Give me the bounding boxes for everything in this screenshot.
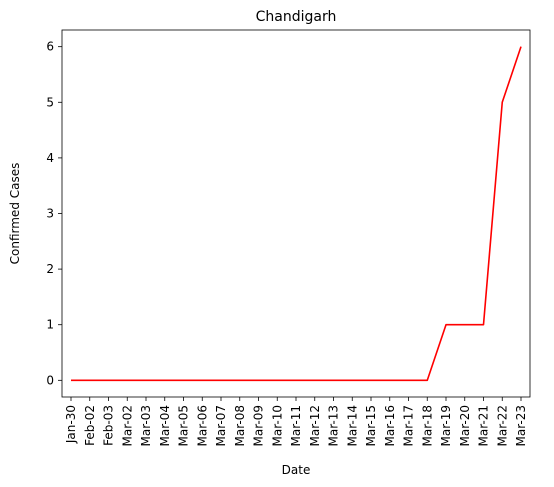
x-tick-label: Mar-16 xyxy=(383,405,397,446)
x-tick-label: Mar-04 xyxy=(158,405,172,446)
x-tick-label: Mar-08 xyxy=(233,405,247,446)
x-tick-label: Mar-22 xyxy=(495,405,509,446)
series-line xyxy=(71,46,522,382)
y-tick-label: 2 xyxy=(46,262,54,276)
x-tick-label: Jan-30 xyxy=(64,405,78,444)
x-axis-title: Date xyxy=(282,463,311,477)
x-tick-label: Mar-09 xyxy=(252,405,266,446)
x-tick-label: Mar-18 xyxy=(420,405,434,446)
x-tick-label: Mar-19 xyxy=(439,405,453,446)
x-tick-label: Mar-12 xyxy=(308,405,322,446)
x-tick-label: Mar-02 xyxy=(120,405,134,446)
x-tick-label: Mar-15 xyxy=(364,405,378,446)
x-tick-label: Feb-03 xyxy=(102,405,116,446)
x-tick-label: Mar-14 xyxy=(345,405,359,446)
y-tick-label: 1 xyxy=(46,318,54,332)
x-tick-label: Mar-17 xyxy=(402,405,416,446)
y-axis-title: Confirmed Cases xyxy=(8,163,22,265)
plot-area: 0 1 2 3 4 5 6 Jan-30 Feb-02 Feb-03 Mar-02 Mar-03 Mar… xyxy=(46,40,528,447)
chart-title: Chandigarh xyxy=(256,9,337,25)
x-tick-label: Mar-06 xyxy=(195,405,209,446)
plot-frame xyxy=(61,29,531,398)
x-tick-label: Mar-21 xyxy=(477,405,491,446)
y-tick-label: 6 xyxy=(46,40,54,54)
x-tick-label: Mar-11 xyxy=(289,405,303,446)
y-tick-label: 4 xyxy=(46,151,54,165)
x-tick-label: Mar-23 xyxy=(514,405,528,446)
x-tick-label: Mar-05 xyxy=(177,405,191,446)
x-tick-label: Mar-13 xyxy=(327,405,341,446)
y-tick-label: 5 xyxy=(46,95,54,109)
x-tick-label: Mar-07 xyxy=(214,405,228,446)
x-tick-label: Mar-20 xyxy=(458,405,472,446)
x-tick-label: Mar-10 xyxy=(270,405,284,446)
y-tick-label: 0 xyxy=(46,373,54,387)
x-tick-label: Feb-02 xyxy=(83,405,97,446)
x-tick-label: Mar-03 xyxy=(139,405,153,446)
y-tick-label: 3 xyxy=(46,207,54,221)
